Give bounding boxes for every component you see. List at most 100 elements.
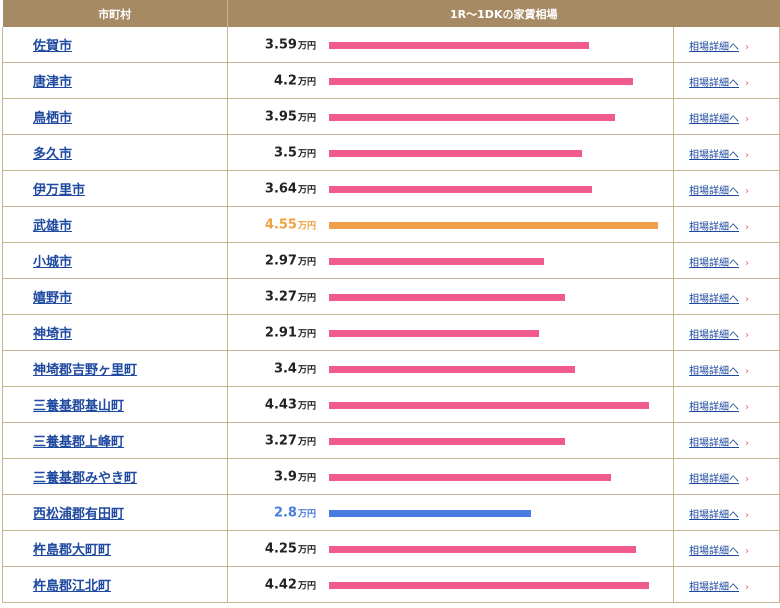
detail-link[interactable]: 相場詳細へ (689, 42, 739, 53)
rent-unit: 万円 (297, 77, 316, 87)
rent-unit: 万円 (297, 545, 316, 555)
city-cell: 小城市 (2, 242, 228, 279)
rent-bar (329, 329, 539, 337)
detail-cell: 相場詳細へ › (673, 278, 780, 315)
detail-link[interactable]: 相場詳細へ (689, 150, 739, 161)
rent-cell: 3.27万円 (227, 278, 674, 315)
city-link[interactable]: 小城市 (33, 255, 73, 270)
rent-value: 3.64万円 (228, 181, 316, 196)
city-link[interactable]: 杵島郡大町町 (33, 543, 112, 558)
rent-cell: 3.4万円 (227, 350, 674, 387)
rent-bar (329, 41, 589, 49)
rent-number: 3.27 (264, 433, 297, 448)
detail-link[interactable]: 相場詳細へ (689, 438, 739, 449)
detail-link[interactable]: 相場詳細へ (689, 258, 739, 269)
rent-value: 3.95万円 (228, 109, 316, 124)
rent-cell: 3.64万円 (227, 170, 674, 207)
rent-number: 4.55 (264, 217, 297, 232)
detail-link[interactable]: 相場詳細へ (689, 582, 739, 593)
city-link[interactable]: 伊万里市 (33, 183, 86, 198)
city-link[interactable]: 神埼市 (33, 327, 73, 342)
detail-link[interactable]: 相場詳細へ (689, 510, 739, 521)
rent-number: 2.91 (264, 325, 297, 340)
rent-cell: 4.25万円 (227, 530, 674, 567)
city-link[interactable]: 鳥栖市 (33, 111, 73, 126)
city-link[interactable]: 西松浦郡有田町 (33, 507, 125, 522)
detail-cell: 相場詳細へ › (673, 242, 780, 279)
detail-link[interactable]: 相場詳細へ (689, 222, 739, 233)
rent-unit: 万円 (297, 113, 316, 123)
rent-cell: 3.9万円 (227, 458, 674, 495)
rent-cell: 4.2万円 (227, 62, 674, 99)
rent-value: 3.59万円 (228, 37, 316, 52)
city-link[interactable]: 三養基郡みやき町 (33, 471, 138, 486)
chevron-right-icon: › (745, 510, 749, 521)
city-cell: 杵島郡江北町 (2, 566, 228, 603)
rent-bar (329, 509, 531, 517)
table-row: 西松浦郡有田町 2.8万円 相場詳細へ › (2, 494, 780, 531)
detail-link[interactable]: 相場詳細へ (689, 366, 739, 377)
rent-value: 4.2万円 (228, 73, 316, 88)
rent-number: 4.2 (273, 73, 297, 88)
rent-cell: 3.59万円 (227, 27, 674, 63)
detail-link[interactable]: 相場詳細へ (689, 186, 739, 197)
city-cell: 伊万里市 (2, 170, 228, 207)
city-link[interactable]: 三養基郡基山町 (33, 399, 125, 414)
table-row: 伊万里市 3.64万円 相場詳細へ › (2, 170, 780, 207)
header-rent: 1R～1DKの家賃相場 (227, 0, 780, 27)
city-cell: 佐賀市 (2, 27, 228, 63)
city-cell: 神埼郡吉野ヶ里町 (2, 350, 228, 387)
city-link[interactable]: 神埼郡吉野ヶ里町 (33, 363, 138, 378)
city-link[interactable]: 武雄市 (33, 219, 73, 234)
chevron-right-icon: › (745, 186, 749, 197)
city-link[interactable]: 唐津市 (33, 75, 73, 90)
table-row: 鳥栖市 3.95万円 相場詳細へ › (2, 98, 780, 135)
detail-link[interactable]: 相場詳細へ (689, 294, 739, 305)
rent-unit: 万円 (297, 41, 316, 51)
table-row: 神埼郡吉野ヶ里町 3.4万円 相場詳細へ › (2, 350, 780, 387)
detail-link[interactable]: 相場詳細へ (689, 78, 739, 89)
rent-number: 2.8 (273, 505, 297, 520)
rent-value: 2.97万円 (228, 253, 316, 268)
table-row: 多久市 3.5万円 相場詳細へ › (2, 134, 780, 171)
rent-value: 4.25万円 (228, 541, 316, 556)
city-link[interactable]: 嬉野市 (33, 291, 73, 306)
detail-cell: 相場詳細へ › (673, 566, 780, 603)
rent-value: 3.4万円 (228, 361, 316, 376)
detail-cell: 相場詳細へ › (673, 206, 780, 243)
rent-unit: 万円 (297, 293, 316, 303)
chevron-right-icon: › (745, 582, 749, 593)
detail-cell: 相場詳細へ › (673, 494, 780, 531)
rent-cell: 4.43万円 (227, 386, 674, 423)
detail-cell: 相場詳細へ › (673, 98, 780, 135)
rent-value: 3.9万円 (228, 469, 316, 484)
rent-value: 4.55万円 (228, 217, 316, 232)
city-link[interactable]: 杵島郡江北町 (33, 579, 112, 594)
rent-unit: 万円 (297, 437, 316, 447)
detail-cell: 相場詳細へ › (673, 530, 780, 567)
rent-cell: 3.5万円 (227, 134, 674, 171)
detail-cell: 相場詳細へ › (673, 350, 780, 387)
rent-unit: 万円 (297, 185, 316, 195)
rent-bar (329, 113, 615, 121)
detail-link[interactable]: 相場詳細へ (689, 114, 739, 125)
chevron-right-icon: › (745, 546, 749, 557)
city-cell: 三養基郡基山町 (2, 386, 228, 423)
detail-link[interactable]: 相場詳細へ (689, 474, 739, 485)
detail-cell: 相場詳細へ › (673, 62, 780, 99)
rent-value: 4.43万円 (228, 397, 316, 412)
detail-link[interactable]: 相場詳細へ (689, 546, 739, 557)
rent-bar (329, 545, 636, 553)
city-link[interactable]: 三養基郡上峰町 (33, 435, 125, 450)
table-row: 三養基郡上峰町 3.27万円 相場詳細へ › (2, 422, 780, 459)
table-row: 唐津市 4.2万円 相場詳細へ › (2, 62, 780, 99)
detail-cell: 相場詳細へ › (673, 458, 780, 495)
detail-link[interactable]: 相場詳細へ (689, 402, 739, 413)
city-link[interactable]: 佐賀市 (33, 39, 73, 54)
rent-bar (329, 365, 575, 373)
chevron-right-icon: › (745, 150, 749, 161)
city-link[interactable]: 多久市 (33, 147, 73, 162)
detail-link[interactable]: 相場詳細へ (689, 330, 739, 341)
city-cell: 三養基郡上峰町 (2, 422, 228, 459)
